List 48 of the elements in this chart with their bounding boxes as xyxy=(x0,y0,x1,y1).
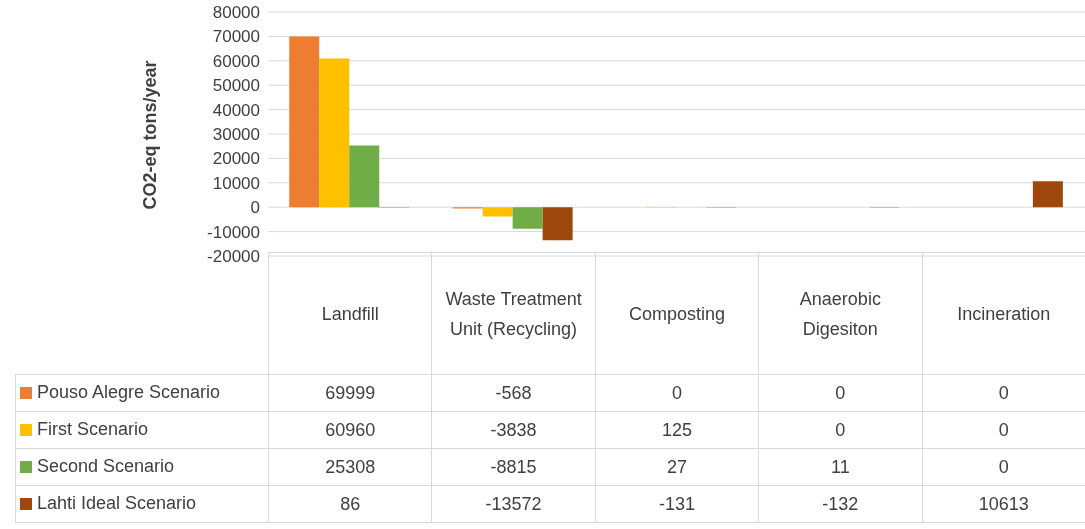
data-label: -568 xyxy=(431,374,596,412)
data-label: 86 xyxy=(268,485,432,523)
y-tick-label: 30000 xyxy=(212,125,260,145)
data-label: -13572 xyxy=(431,485,596,523)
data-label: 27 xyxy=(595,448,759,486)
data-label: 0 xyxy=(922,374,1085,412)
data-label: 0 xyxy=(758,411,923,449)
data-label: 25308 xyxy=(268,448,432,486)
x-tick-label: Composting xyxy=(595,252,759,375)
data-label: 11 xyxy=(758,448,923,486)
x-tick-label: Anaerobic Digesiton xyxy=(758,252,923,375)
data-label: -132 xyxy=(758,485,923,523)
data-label: -3838 xyxy=(431,411,596,449)
y-tick-label: 0 xyxy=(250,198,260,218)
x-tick-label: Incineration xyxy=(922,252,1085,375)
data-label: 0 xyxy=(758,374,923,412)
legend-label: Lahti Ideal Scenario xyxy=(37,493,197,515)
legend-label: First Scenario xyxy=(37,419,149,441)
y-tick-label: 40000 xyxy=(212,100,260,120)
bar xyxy=(289,36,320,208)
legend-label: Pouso Alegre Scenario xyxy=(37,382,221,404)
y-tick-label: 10000 xyxy=(212,173,260,193)
data-label: -131 xyxy=(595,485,759,523)
x-tick-label: Landfill xyxy=(268,252,432,375)
y-tick-label: -10000 xyxy=(207,222,260,242)
y-tick-label: -20000 xyxy=(207,247,260,267)
y-tick-label: 80000 xyxy=(212,3,260,23)
y-tick-label: 70000 xyxy=(212,27,260,47)
data-label: -8815 xyxy=(431,448,596,486)
y-tick-label: 60000 xyxy=(212,51,260,71)
bar xyxy=(512,207,543,229)
bar xyxy=(319,58,350,208)
data-label: 60960 xyxy=(268,411,432,449)
y-axis-title: CO2-eq tons/year xyxy=(139,60,161,210)
legend-label: Second Scenario xyxy=(37,456,175,478)
bar xyxy=(542,207,573,241)
data-label: 69999 xyxy=(268,374,432,412)
y-tick-label: 20000 xyxy=(212,149,260,169)
data-label: 0 xyxy=(922,411,1085,449)
data-label: 0 xyxy=(922,448,1085,486)
data-label: 0 xyxy=(595,374,759,412)
data-label: 125 xyxy=(595,411,759,449)
bar xyxy=(482,207,513,217)
x-tick-label: Waste Treatment Unit (Recycling) xyxy=(431,252,596,375)
bar xyxy=(1032,181,1063,208)
y-tick-label: 50000 xyxy=(212,76,260,96)
data-label: 10613 xyxy=(922,485,1085,523)
bar xyxy=(349,145,380,208)
